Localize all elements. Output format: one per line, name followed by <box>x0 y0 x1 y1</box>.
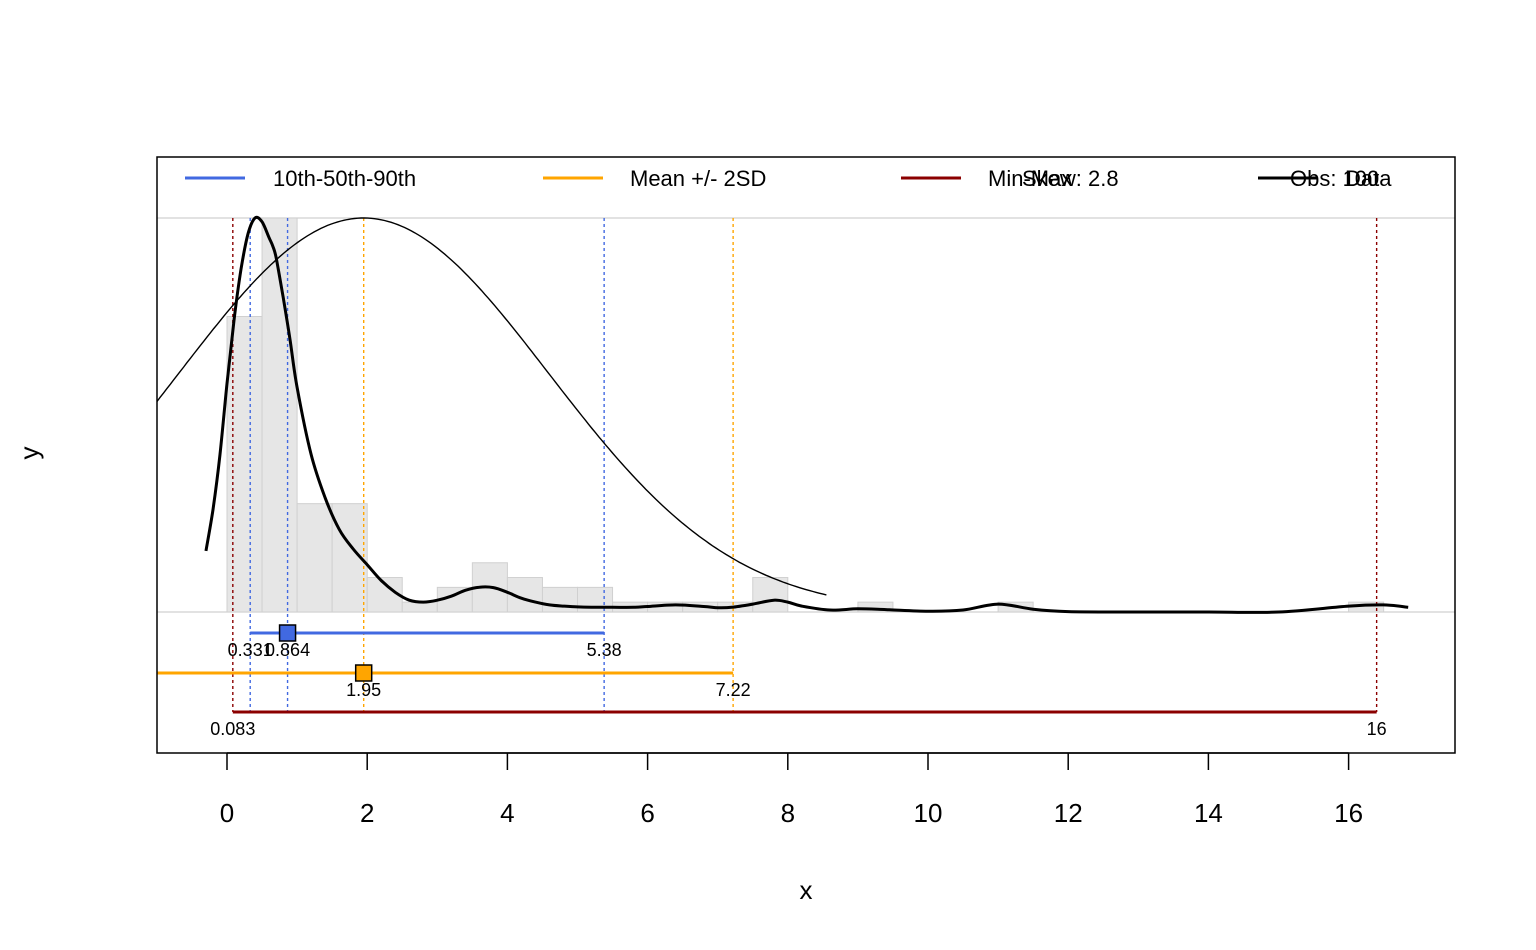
legend-label: Skew: 2.8 <box>1022 166 1119 191</box>
normal-curve <box>156 217 827 596</box>
legend-label: 10th-50th-90th <box>273 166 416 191</box>
y-axis-title: y <box>14 447 44 460</box>
guide-lines-layer <box>232 218 1378 712</box>
max-value-label: 16 <box>1367 719 1387 739</box>
x-tick-label: 6 <box>640 798 654 828</box>
histogram-bar <box>541 586 579 613</box>
p90-value-label: 5.38 <box>587 640 622 660</box>
x-axis-title: x <box>800 875 813 905</box>
min-value-label: 0.083 <box>210 719 255 739</box>
legend-label: Mean +/- 2SD <box>630 166 766 191</box>
x-tick-label: 12 <box>1054 798 1083 828</box>
x-tick-label: 14 <box>1194 798 1223 828</box>
mean-value-label: 1.95 <box>346 680 381 700</box>
curves-layer <box>156 215 1409 614</box>
plot-frame <box>156 156 1456 754</box>
x-axis: 0 2 4 6 8 10 12 14 16 <box>220 752 1363 828</box>
mean-marker <box>354 664 373 682</box>
histogram-bar <box>752 577 789 613</box>
histogram-layer <box>157 217 1455 613</box>
x-tick-label: 16 <box>1334 798 1363 828</box>
x-tick-label: 4 <box>500 798 514 828</box>
x-tick-label: 10 <box>914 798 943 828</box>
histogram-bar <box>296 503 333 613</box>
legend-label: Min-Max <box>988 166 1072 191</box>
p10-value-label: 0.331 <box>228 640 273 660</box>
x-tick-label: 8 <box>781 798 795 828</box>
median-marker <box>278 624 297 642</box>
p50-value-label: 0.864 <box>265 640 310 660</box>
x-tick-label: 0 <box>220 798 234 828</box>
x-tick-label: 2 <box>360 798 374 828</box>
legend-label: Data <box>1345 166 1392 191</box>
histogram-bar <box>857 601 894 613</box>
histogram-bar <box>401 601 438 613</box>
histogram-bar <box>261 217 298 613</box>
density-curve <box>204 215 1409 614</box>
mean-plus-2sd-value-label: 7.22 <box>716 680 751 700</box>
